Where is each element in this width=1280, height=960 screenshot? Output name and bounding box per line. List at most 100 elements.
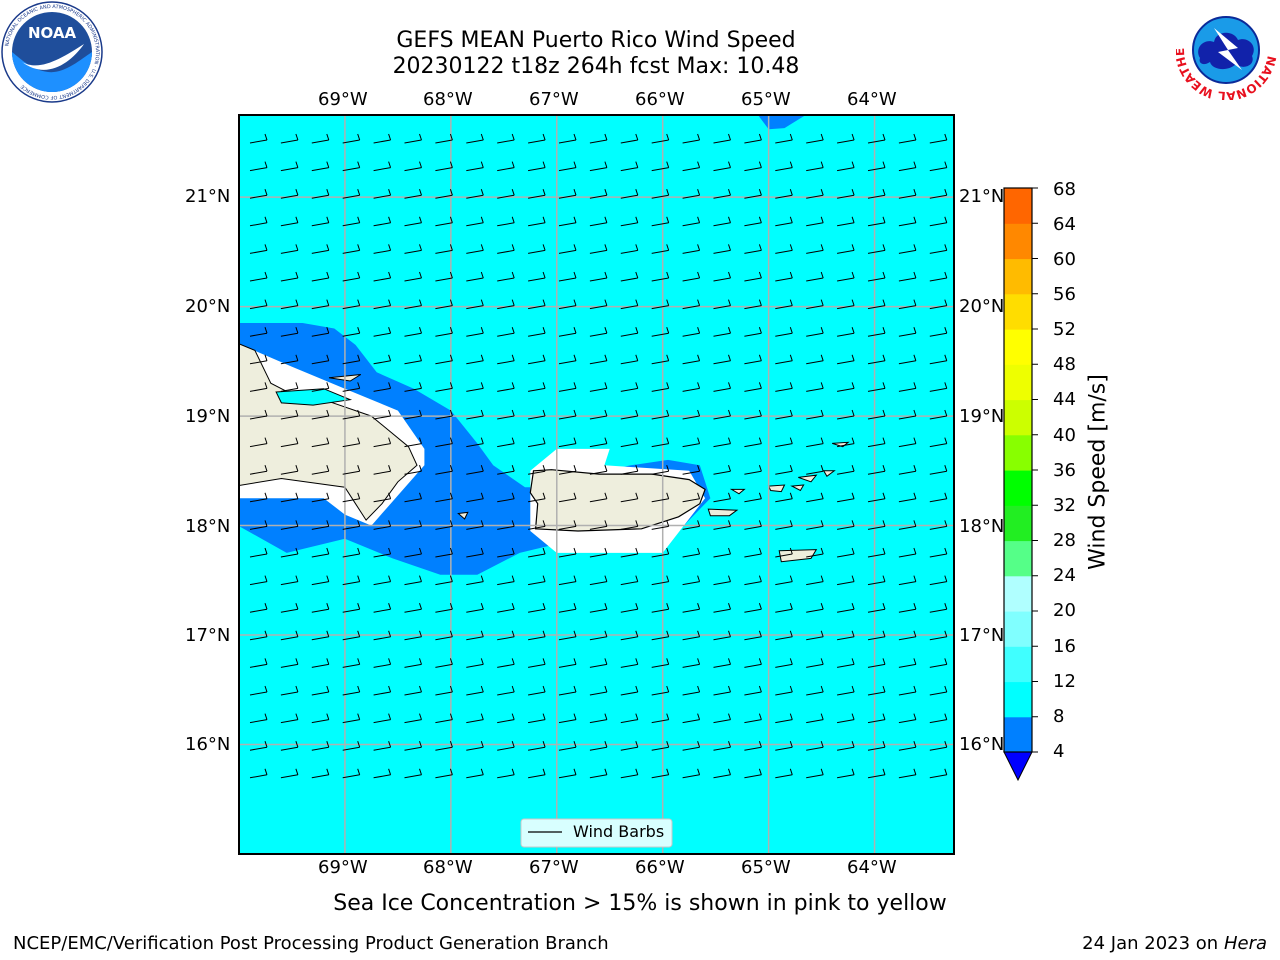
wind-barb: [342, 299, 361, 310]
footer-date: 24 Jan 2023 on Hera: [1082, 933, 1267, 954]
wind-barb: [837, 437, 855, 448]
wind-barb: [342, 327, 361, 337]
wind-barb: [682, 216, 701, 227]
wind-barb: [806, 658, 824, 668]
wind-barb: [682, 658, 701, 668]
wind-barb: [806, 271, 824, 282]
wind-barb: [435, 382, 453, 392]
wind-barb: [775, 685, 793, 696]
wind-barb: [497, 437, 515, 448]
wind-barb: [249, 327, 268, 337]
wind-barb: [528, 216, 546, 227]
wind-barb: [466, 409, 484, 420]
wind-barb: [682, 465, 701, 475]
colorbar-tick: 12: [1053, 671, 1076, 692]
wind-barb: [435, 547, 453, 558]
left-lat-tick: 16°N: [185, 734, 231, 755]
wind-barb: [806, 382, 824, 392]
wind-barb: [651, 547, 670, 558]
wind-barb: [775, 630, 793, 641]
wind-barb: [806, 409, 824, 420]
wind-barb: [867, 520, 886, 530]
wind-barb: [558, 630, 577, 641]
wind-barb: [929, 768, 948, 779]
wind-barb: [249, 382, 268, 392]
wind-barb: [435, 244, 453, 254]
wind-barb: [837, 189, 855, 199]
wind-barb: [929, 465, 948, 475]
wind-barb: [806, 685, 824, 696]
wind-barb: [775, 354, 793, 365]
wind-barb: [867, 547, 886, 558]
wind-barb: [837, 603, 855, 613]
wind-barb: [929, 437, 948, 448]
wind-barb: [867, 327, 886, 337]
wind-barb: [404, 768, 422, 779]
colorbar-segment: [1004, 575, 1032, 612]
wind-barb: [311, 437, 330, 448]
wind-barb: [558, 189, 577, 199]
wind-barb: [898, 520, 917, 530]
wind-barb: [713, 465, 731, 475]
wind-barb: [620, 354, 639, 365]
wind-barb: [682, 768, 701, 779]
wind-barb: [620, 603, 639, 613]
wind-barb: [929, 713, 948, 724]
wind-barb: [373, 437, 392, 448]
wind-barb: [528, 133, 546, 144]
wind-barb: [837, 465, 855, 475]
wind-barb: [620, 382, 639, 392]
wind-barb: [528, 713, 546, 724]
wind-barb: [775, 271, 793, 282]
wind-barb: [682, 161, 701, 172]
wind-barb: [311, 189, 330, 199]
wind-barb: [837, 382, 855, 392]
wind-barb: [837, 520, 855, 530]
wind-barb: [466, 575, 484, 586]
wind-barb: [589, 299, 608, 310]
wind-barb: [775, 216, 793, 227]
wind-barb: [249, 658, 268, 668]
wind-barb: [558, 658, 577, 668]
wind-barb: [342, 216, 361, 227]
wind-barb: [280, 133, 299, 144]
wind-barb: [528, 465, 546, 475]
wind-barb: [713, 492, 731, 503]
wind-barb: [713, 216, 731, 227]
wind-barb: [929, 216, 948, 227]
wind-barb: [589, 271, 608, 282]
wind-barb: [404, 520, 422, 530]
wind-barb: [867, 437, 886, 448]
wind-barb: [466, 520, 484, 530]
wind-barb: [311, 409, 330, 420]
wind-barb: [466, 299, 484, 310]
wind-barb: [558, 465, 577, 475]
wind-barb: [373, 713, 392, 724]
wind-barb: [342, 244, 361, 254]
wind-barb: [744, 216, 762, 227]
right-lat-tick: 20°N: [959, 296, 1005, 317]
wind-barb: [744, 685, 762, 696]
wind-barb: [898, 685, 917, 696]
wind-barb: [435, 299, 453, 310]
wind-barb: [311, 133, 330, 144]
wind-barb: [249, 244, 268, 254]
wind-barb: [929, 492, 948, 503]
wind-barb: [837, 713, 855, 724]
wind-barb: [713, 741, 731, 751]
wind-barb: [620, 713, 639, 724]
right-lat-tick: 18°N: [959, 516, 1005, 537]
wind-barb: [837, 327, 855, 337]
wind-barb: [373, 244, 392, 254]
wind-barb: [404, 409, 422, 420]
wind-barb: [404, 382, 422, 392]
top-lon-tick: 66°W: [635, 89, 685, 110]
wind-barb: [744, 244, 762, 254]
wind-barb: [775, 575, 793, 586]
wind-barb: [311, 271, 330, 282]
top-lon-tick: 69°W: [318, 89, 368, 110]
wind-barb: [589, 409, 608, 420]
legend-label: Wind Barbs: [573, 822, 665, 841]
wind-barb: [435, 630, 453, 641]
